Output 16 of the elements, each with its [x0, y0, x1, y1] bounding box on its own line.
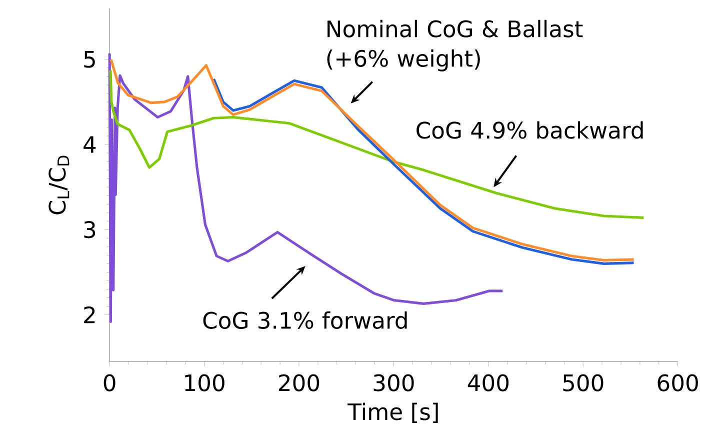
x-tick-label: 100 [185, 374, 224, 392]
x-tick-label: 300 [374, 374, 414, 392]
x-tick-label: 0 [104, 374, 116, 392]
annotation: CoG 4.9% backward [416, 121, 643, 139]
x-tick-label: 400 [468, 374, 509, 392]
x-axis-title: Time [s] [348, 402, 438, 423]
y-axis-title: C$_{L}$/C$_{D}$ [48, 155, 70, 214]
y-tick-label: 2 [84, 306, 95, 323]
annotation: Nominal CoG & Ballast (+6% weight) [327, 20, 583, 72]
y-tick-label: 3 [84, 220, 96, 238]
x-tick-label: 500 [563, 374, 604, 392]
x-tick-label: 200 [279, 374, 320, 392]
y-tick-label: 5 [84, 50, 95, 68]
x-tick-label: 600 [658, 374, 698, 392]
annotation: CoG 3.1% forward [203, 311, 407, 329]
y-tick-label: 4 [84, 136, 96, 153]
